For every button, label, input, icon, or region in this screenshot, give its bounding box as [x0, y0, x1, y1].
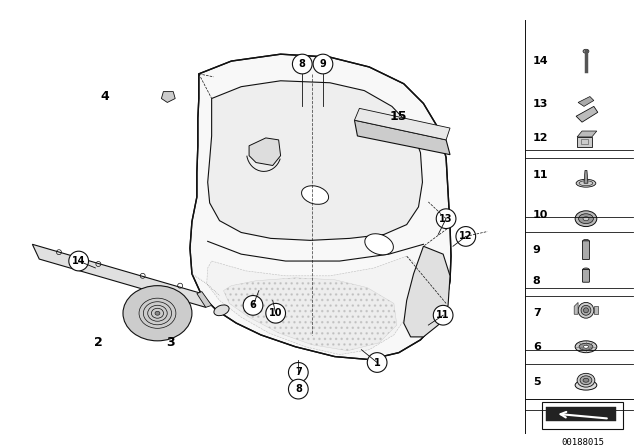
Text: 15: 15: [390, 110, 408, 123]
Text: 14: 14: [532, 56, 548, 66]
Ellipse shape: [578, 302, 594, 318]
Text: 6: 6: [250, 300, 257, 310]
Polygon shape: [545, 407, 616, 421]
Circle shape: [456, 227, 476, 246]
Text: 11: 11: [532, 170, 548, 181]
Text: 7: 7: [532, 308, 541, 319]
Text: 8: 8: [532, 276, 541, 286]
Text: 2: 2: [94, 336, 103, 349]
Polygon shape: [404, 246, 450, 337]
FancyBboxPatch shape: [582, 241, 589, 259]
Text: 11: 11: [436, 310, 450, 320]
Polygon shape: [355, 108, 450, 140]
Polygon shape: [161, 91, 175, 103]
Text: 8: 8: [299, 59, 306, 69]
Ellipse shape: [123, 286, 192, 341]
Polygon shape: [574, 302, 578, 314]
Text: 10: 10: [269, 308, 282, 318]
Text: 13: 13: [439, 214, 453, 224]
Ellipse shape: [582, 268, 589, 272]
Ellipse shape: [582, 239, 589, 243]
Ellipse shape: [575, 341, 597, 353]
Polygon shape: [578, 96, 594, 106]
Polygon shape: [576, 106, 598, 122]
Polygon shape: [249, 138, 280, 165]
Ellipse shape: [575, 380, 597, 390]
Circle shape: [69, 251, 88, 271]
Polygon shape: [207, 256, 419, 355]
Text: 14: 14: [72, 256, 85, 266]
Circle shape: [313, 54, 333, 74]
Ellipse shape: [155, 311, 160, 315]
Polygon shape: [208, 81, 422, 241]
Text: 4: 4: [101, 90, 109, 103]
Polygon shape: [223, 278, 397, 351]
Polygon shape: [197, 292, 212, 307]
Circle shape: [433, 306, 453, 325]
Ellipse shape: [365, 234, 394, 255]
Text: 12: 12: [532, 133, 548, 143]
Text: 9: 9: [532, 246, 541, 255]
Text: 3: 3: [166, 336, 175, 349]
Ellipse shape: [584, 308, 588, 313]
Ellipse shape: [575, 211, 597, 227]
Text: 6: 6: [532, 342, 541, 352]
Ellipse shape: [576, 179, 596, 187]
Ellipse shape: [583, 217, 589, 221]
Ellipse shape: [579, 343, 593, 350]
Polygon shape: [594, 306, 598, 314]
Text: 00188015: 00188015: [561, 438, 604, 448]
Polygon shape: [33, 244, 205, 307]
Ellipse shape: [214, 305, 229, 316]
Ellipse shape: [580, 376, 592, 385]
Polygon shape: [577, 131, 597, 137]
Text: 5: 5: [532, 377, 540, 387]
Text: 8: 8: [295, 384, 302, 394]
Ellipse shape: [301, 186, 328, 204]
Polygon shape: [584, 170, 588, 183]
Text: 7: 7: [295, 367, 301, 377]
Polygon shape: [577, 137, 592, 147]
Ellipse shape: [584, 345, 588, 348]
Text: 12: 12: [459, 232, 472, 241]
Circle shape: [266, 303, 285, 323]
Circle shape: [289, 379, 308, 399]
FancyBboxPatch shape: [582, 269, 589, 282]
Ellipse shape: [581, 306, 591, 315]
Circle shape: [367, 353, 387, 372]
Circle shape: [243, 296, 263, 315]
Circle shape: [292, 54, 312, 74]
Ellipse shape: [583, 378, 589, 382]
Ellipse shape: [583, 49, 589, 53]
Ellipse shape: [577, 373, 595, 387]
Text: 9: 9: [319, 59, 326, 69]
Text: 1: 1: [374, 358, 381, 367]
Circle shape: [289, 362, 308, 382]
Text: 10: 10: [532, 210, 548, 220]
Text: 13: 13: [532, 99, 548, 108]
Polygon shape: [190, 54, 451, 360]
Circle shape: [436, 209, 456, 228]
Ellipse shape: [579, 214, 593, 224]
Polygon shape: [355, 120, 450, 155]
